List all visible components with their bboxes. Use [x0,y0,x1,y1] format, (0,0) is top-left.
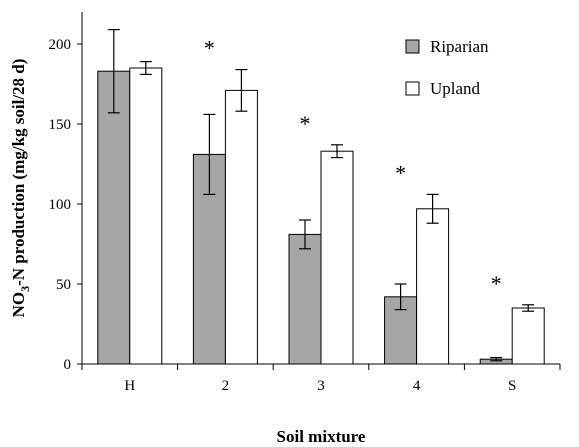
x-axis-ticks: H 2 3 4 S [81,364,561,394]
error-bar-riparian-S [490,357,503,362]
error-bar-upland-2 [235,68,248,112]
y-tick-label: 100 [49,197,72,213]
bar-riparian-3 [288,233,322,365]
error-bar-upland-S [522,304,535,312]
y-tick-label: 200 [49,37,72,53]
x-axis-title: Soil mixture [277,427,366,446]
x-tick-label: H [124,378,135,394]
y-axis-title-part2: -N production (mg/kg soil/28 d) [9,59,28,286]
error-bars-layer [107,29,535,362]
error-bar-riparian-3 [299,219,311,250]
x-tick-label: 3 [317,378,325,394]
error-bar-riparian-4 [394,283,407,311]
legend: Riparian Upland [405,37,489,98]
bar-upland-4 [416,208,450,365]
y-axis-ticks: 0 50 100 150 200 [49,37,82,373]
y-axis-title-part1: NO [9,292,28,318]
significance-markers: * * * * [204,36,502,296]
error-bar-riparian-2 [203,113,216,195]
bar-upland-2 [224,89,258,365]
y-axis-title: NO3-N production (mg/kg soil/28 d) [9,59,32,318]
bar-upland-H [129,67,163,365]
legend-swatch-upland [405,81,420,96]
significance-star: * [204,36,215,61]
significance-star: * [395,160,406,185]
x-tick-label: 2 [222,378,230,394]
bar-upland-3 [320,150,354,365]
error-bar-upland-3 [331,144,343,159]
bar-upland-S [511,307,545,365]
legend-label-upland: Upland [430,79,481,98]
legend-label-riparian: Riparian [430,37,489,56]
y-tick-label: 150 [49,117,72,133]
x-tick-label: S [508,378,516,394]
y-tick-label: 0 [64,357,72,373]
error-bar-upland-4 [426,193,439,224]
y-axis-title-subscript: 3 [18,286,32,292]
y-tick-label: 50 [56,277,71,293]
legend-swatch-riparian [405,39,420,54]
bar-riparian-H [97,70,131,365]
bars-layer [97,67,545,365]
significance-star: * [491,271,502,296]
error-bar-riparian-H [107,29,120,114]
error-bar-upland-H [139,60,152,76]
significance-star: * [300,111,311,136]
x-tick-label: 4 [413,378,421,394]
